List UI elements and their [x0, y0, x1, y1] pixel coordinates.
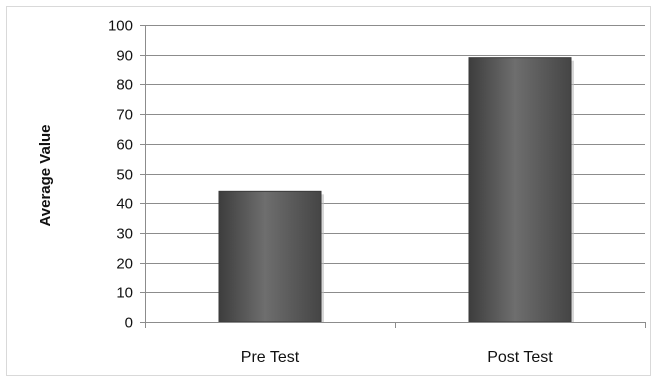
axes — [140, 25, 646, 328]
y-axis-title: Average Value — [37, 124, 54, 226]
y-tick-label-100: 100 — [108, 18, 133, 35]
y-tick-label-20: 20 — [116, 256, 133, 273]
bars — [218, 57, 574, 323]
y-tick-label-70: 70 — [116, 107, 133, 124]
y-tick-label-80: 80 — [116, 77, 133, 94]
y-tick-label-0: 0 — [125, 315, 133, 332]
tick-labels: 0 10 20 30 40 50 60 70 80 90 100 Pre Test Post Test — [108, 18, 553, 367]
y-tick-label-90: 90 — [116, 48, 133, 65]
y-tick-label-50: 50 — [116, 167, 133, 184]
y-tick-label-60: 60 — [116, 137, 133, 154]
y-tick-label-30: 30 — [116, 226, 133, 243]
x-tick-label-pre-test: Pre Test — [241, 349, 300, 366]
bar-pre-test — [218, 190, 322, 323]
y-tick-label-40: 40 — [116, 196, 133, 213]
x-tick-label-post-test: Post Test — [487, 349, 553, 366]
y-tick-label-10: 10 — [116, 285, 133, 302]
bar-post-test — [468, 57, 572, 323]
